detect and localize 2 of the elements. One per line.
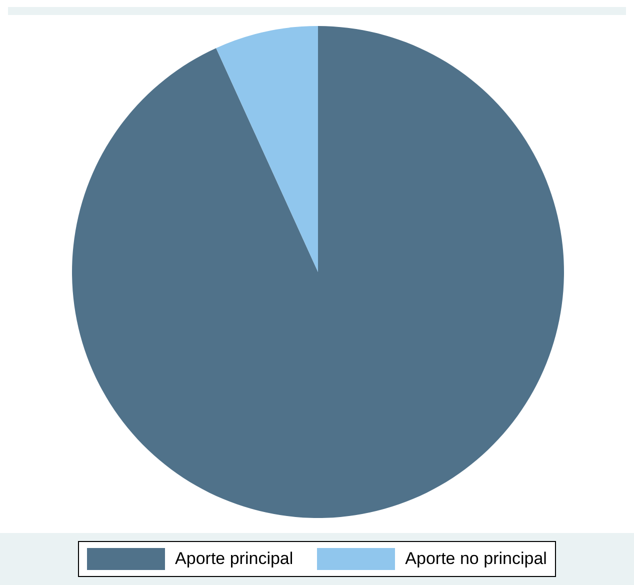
legend-label: Aporte no principal (405, 549, 547, 569)
legend-label: Aporte principal (175, 549, 294, 569)
